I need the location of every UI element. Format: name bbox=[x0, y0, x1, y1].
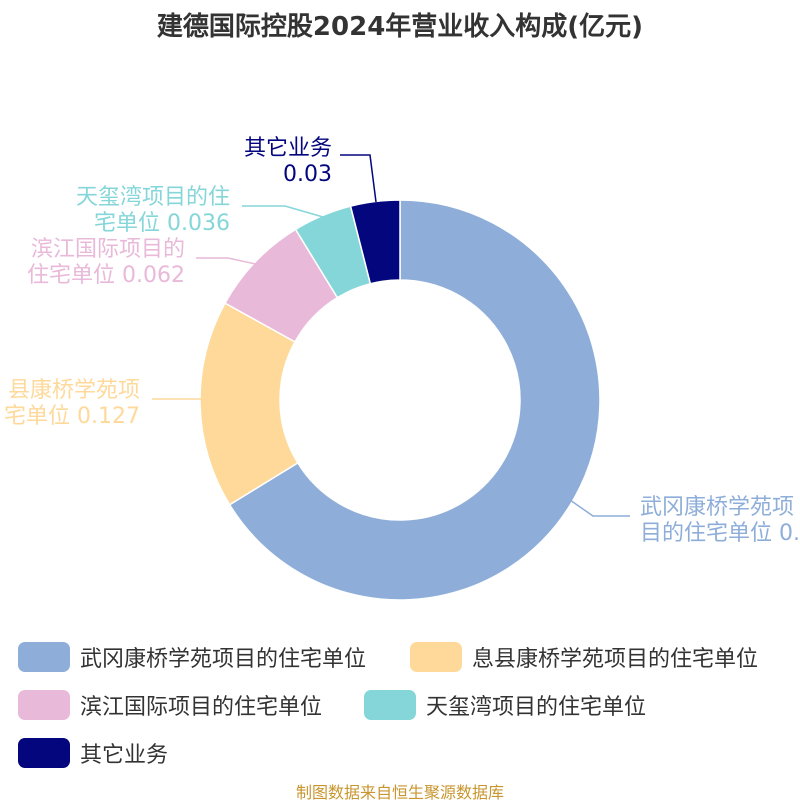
legend-label-wugang: 武冈康桥学苑项目的住宅单位 bbox=[80, 647, 367, 672]
legend-item-binjiang[interactable]: 滨江国际项目的住宅单位 bbox=[18, 688, 322, 722]
leader-line-4 bbox=[340, 154, 377, 203]
slice-label-3-line-0: 天玺湾项目的住 bbox=[76, 185, 230, 210]
legend-swatch-wugang bbox=[18, 642, 70, 672]
legend-swatch-tianxiwan bbox=[364, 690, 416, 720]
slice-label-4-line-1: 0.03 bbox=[283, 162, 332, 187]
legend-swatch-other bbox=[18, 738, 70, 768]
slice-label-2-line-1: 住宅单位 0.062 bbox=[27, 263, 185, 288]
legend-item-xixian[interactable]: 息县康桥学苑项目的住宅单位 bbox=[410, 640, 758, 674]
legend-label-other: 其它业务 bbox=[80, 743, 169, 768]
pie-slice-0[interactable] bbox=[228, 199, 601, 601]
legend-swatch-binjiang bbox=[18, 690, 70, 720]
slice-label-1-line-1: 宅单位 0.127 bbox=[4, 404, 140, 429]
legend-label-xixian: 息县康桥学苑项目的住宅单位 bbox=[472, 647, 759, 672]
leader-line-0 bbox=[569, 499, 630, 517]
legend-item-tianxiwan[interactable]: 天玺湾项目的住宅单位 bbox=[364, 688, 646, 722]
slice-label-3-line-1: 宅单位 0.036 bbox=[94, 211, 230, 236]
slice-label-0-line-0: 武冈康桥学苑项 bbox=[640, 495, 794, 520]
leader-line-2 bbox=[196, 257, 261, 266]
legend-label-binjiang: 滨江国际项目的住宅单位 bbox=[80, 695, 323, 720]
slice-label-1-line-0: 县康桥学苑项 bbox=[8, 378, 140, 403]
leader-line-3 bbox=[242, 205, 324, 218]
pie-slice-4[interactable] bbox=[349, 199, 401, 285]
chart-title: 建德国际控股2024年营业收入构成(亿元) bbox=[156, 12, 644, 42]
legend-swatch-xixian bbox=[410, 642, 462, 672]
slice-label-0-line-1: 目的住宅单位 0. bbox=[640, 521, 800, 546]
slice-label-2-line-0: 滨江国际项目的 bbox=[31, 237, 185, 262]
legend-item-other[interactable]: 其它业务 bbox=[18, 736, 168, 770]
legend-label-tianxiwan: 天玺湾项目的住宅单位 bbox=[426, 695, 647, 720]
slice-label-4-line-0: 其它业务 bbox=[244, 136, 332, 161]
data-source-note: 制图数据来自恒生聚源数据库 bbox=[295, 783, 504, 802]
legend-item-wugang[interactable]: 武冈康桥学苑项目的住宅单位 bbox=[18, 640, 366, 674]
